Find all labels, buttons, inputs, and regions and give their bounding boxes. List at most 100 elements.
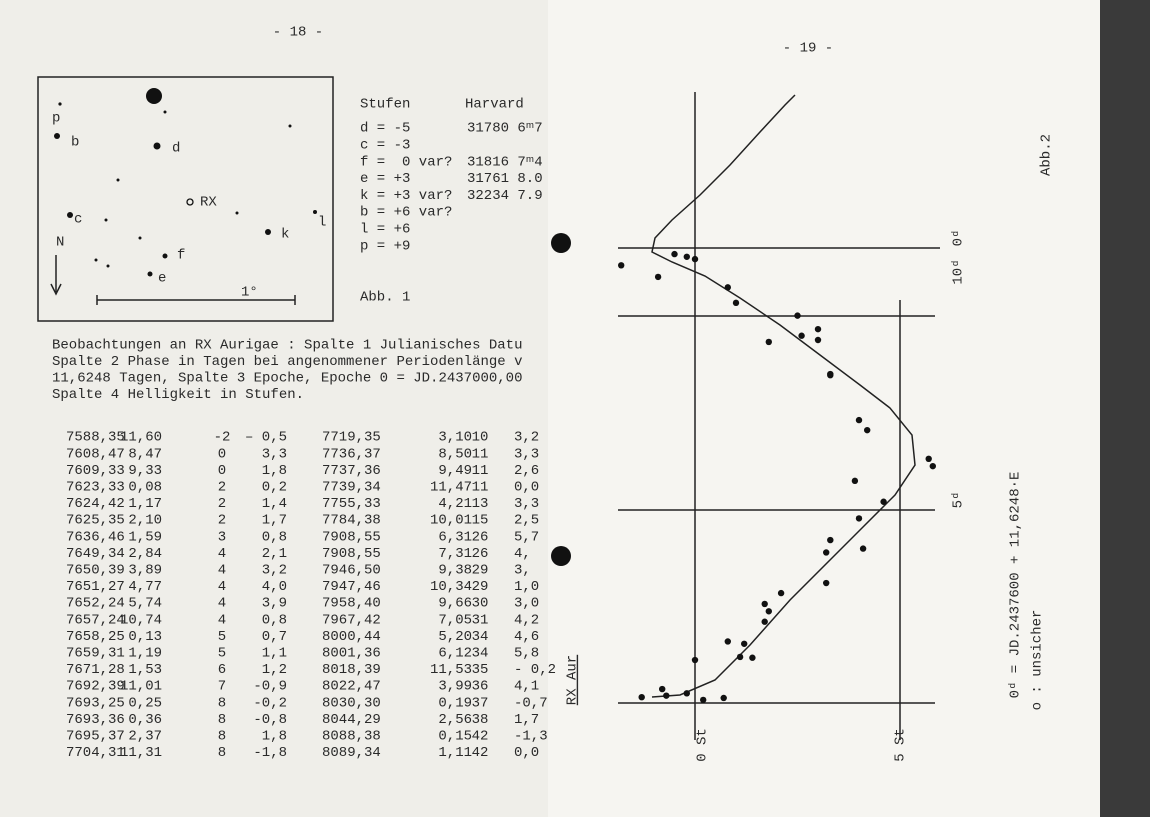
list-item: k = +3 var? [360, 188, 452, 204]
figure-label: Abb.2 [1039, 134, 1055, 176]
data-point [851, 477, 859, 485]
table-cell: 7658,25 [66, 629, 125, 645]
paragraph: Beobachtungen an RX Aurigae : Spalte 1 J… [52, 338, 522, 404]
table-cell: 31 [472, 612, 489, 628]
finder-labels: pb d RX c k l Nfe 1° [52, 111, 326, 301]
table-cell: 5,74 [128, 596, 162, 612]
table-cell: 7623,33 [66, 480, 125, 496]
table-cell: 10,74 [120, 612, 162, 628]
table-cell: 0,19 [438, 695, 472, 711]
page-number: - 18 - [273, 25, 323, 41]
table-cell: 7947,46 [322, 579, 381, 595]
data-point [880, 498, 887, 505]
table-cell: -2 [214, 430, 231, 446]
data-point [765, 608, 772, 615]
table-cell: 2,56 [438, 712, 472, 728]
table-cell: 42 [472, 745, 489, 761]
table-cell: 8018,39 [322, 662, 381, 678]
table-cell: 7967,42 [322, 612, 381, 628]
table-cell: 29 [472, 563, 489, 579]
table-cell: 0,8 [262, 612, 287, 628]
table-cell: 11 [472, 446, 489, 462]
paragraph-line: Beobachtungen an RX Aurigae : Spalte 1 J… [52, 338, 522, 354]
data-point [761, 618, 768, 625]
data-point [777, 589, 785, 597]
table-cell: 7908,55 [322, 546, 381, 562]
table-cell: 5,20 [438, 629, 472, 645]
table-cell: 0,36 [128, 712, 162, 728]
table-cell: 3, [514, 563, 531, 579]
table-cell: 7,31 [438, 546, 472, 562]
right-page [548, 0, 1100, 817]
list-item: p = +9 [360, 238, 410, 254]
table-cell: 8,50 [438, 446, 472, 462]
table-cell: 11,53 [430, 662, 472, 678]
table-cell: 4 [218, 546, 226, 562]
list-header: Stufen [360, 97, 410, 113]
table-cell: 13 [472, 496, 489, 512]
table-cell: -1,3 [514, 729, 548, 745]
data-point [638, 693, 645, 701]
table-cell: 7693,36 [66, 712, 125, 728]
list-item: 31780 6ᵐ7 [467, 121, 543, 137]
data-point [683, 690, 690, 697]
table-cell: 7737,36 [322, 463, 381, 479]
table-cell: 1,8 [262, 729, 287, 745]
list-item: 31761 8.0 [467, 171, 543, 187]
table-cell: 3,9 [262, 596, 287, 612]
table-cell: 7657,24 [66, 612, 125, 628]
table-cell: 8044,29 [322, 712, 381, 728]
formula: 0ᵈ = JD.2437600 + 11,6248·E [1008, 472, 1024, 699]
data-point [798, 332, 805, 339]
table-cell: 7784,38 [322, 513, 381, 529]
table-cell: 38 [472, 712, 489, 728]
table-cell: 29 [472, 579, 489, 595]
phase-label: 0ᵈ [951, 230, 967, 247]
table-cell: 4, [514, 546, 531, 562]
data-point [654, 273, 662, 281]
table-cell: 8088,38 [322, 729, 381, 745]
table-cell: 26 [472, 546, 489, 562]
star-label: e [158, 271, 166, 287]
table-cell: 8000,44 [322, 629, 381, 645]
table-cell: 10 [472, 430, 489, 446]
star-label: d [172, 141, 180, 157]
star-label: 1° [241, 285, 258, 301]
data-point [691, 656, 699, 664]
data-point [683, 253, 690, 260]
table-cell: 2 [218, 480, 226, 496]
table-cell: 4 [218, 596, 226, 612]
x-label: 0 St [695, 728, 711, 762]
table-cell: 6 [218, 662, 226, 678]
table-cell: – 0,5 [245, 430, 287, 446]
table-cell: -0,7 [514, 695, 548, 711]
table-cell: 7625,35 [66, 513, 125, 529]
data-point [761, 600, 768, 608]
table-cell: 0,0 [514, 745, 539, 761]
table-cell: 4 [218, 579, 226, 595]
table-cell: 8 [218, 745, 226, 761]
table-cell: 30 [472, 596, 489, 612]
data-point [724, 284, 731, 291]
table-cell: 9,38 [438, 563, 472, 579]
table-cell: 4,1 [514, 679, 539, 695]
table-cell: 0,8 [262, 529, 287, 545]
table-cell: 1,17 [128, 496, 162, 512]
star-label: RX [200, 195, 217, 211]
light-curve-points [618, 250, 936, 704]
star-label: p [52, 111, 60, 127]
table-cell: 4,6 [514, 629, 539, 645]
table-cell: 34 [472, 646, 489, 662]
table-cell: 1,53 [128, 662, 162, 678]
table-cell: 1,19 [128, 646, 162, 662]
table-cell: 7755,33 [322, 496, 381, 512]
data-point [691, 255, 699, 263]
table-cell: 7736,37 [322, 446, 381, 462]
table-cell: 1,7 [514, 712, 539, 728]
table-cell: 1,59 [128, 529, 162, 545]
finder-frame [37, 76, 334, 322]
list-item: c = -3 [360, 138, 410, 154]
table-cell: 2,84 [128, 546, 162, 562]
table-cell: 7719,35 [322, 430, 381, 446]
